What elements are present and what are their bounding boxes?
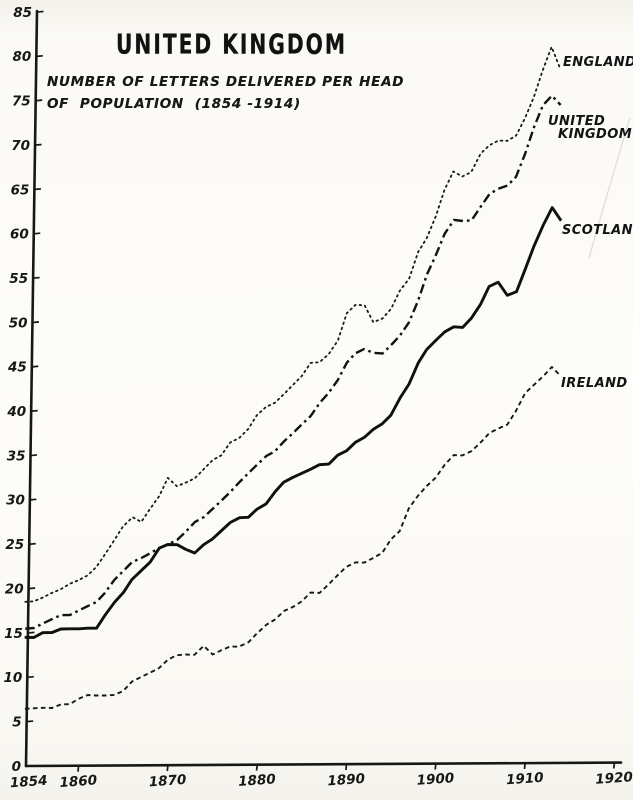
y-tick-label: 65 <box>11 182 30 198</box>
y-tick <box>36 54 43 58</box>
x-tick <box>255 764 259 771</box>
y-tick-label: 0 <box>12 759 21 775</box>
y-tick <box>27 675 34 679</box>
paper-crease <box>588 117 631 259</box>
y-tick <box>34 143 42 146</box>
y-tick-label: 10 <box>4 670 23 686</box>
y-tick <box>30 454 38 457</box>
x-tick-label: 1870 <box>148 772 187 791</box>
y-tick <box>29 542 36 546</box>
y-tick <box>31 365 39 368</box>
series-label-united-kingdom: KINGDOM <box>558 127 632 142</box>
x-tick <box>612 762 616 769</box>
y-tick <box>28 587 36 590</box>
series-line-united-kingdom <box>25 94 562 630</box>
x-tick <box>166 765 169 772</box>
y-tick-label: 60 <box>10 227 29 243</box>
y-tick-label: 45 <box>7 360 27 376</box>
x-tick-label: 1900 <box>416 770 455 789</box>
y-tick-label: 75 <box>12 94 31 110</box>
y-tick-label: 40 <box>6 404 26 420</box>
y-tick-label: 85 <box>13 5 32 21</box>
y-tick-label: 70 <box>11 138 30 154</box>
series-line-england <box>24 46 562 603</box>
x-tick-label: 1880 <box>238 771 277 790</box>
x-tick <box>523 762 526 770</box>
y-tick <box>29 498 37 501</box>
x-tick-label: 1854 <box>9 773 48 792</box>
y-tick <box>33 276 40 279</box>
y-tick <box>33 232 41 235</box>
x-tick-label: 1910 <box>506 770 545 789</box>
series-line-scotland <box>24 206 563 639</box>
series-line-ireland <box>24 366 562 710</box>
x-tick <box>345 764 348 771</box>
y-tick-label: 55 <box>9 271 28 287</box>
y-tick-label: 30 <box>6 493 25 509</box>
y-tick-label: 50 <box>9 315 28 331</box>
series-label-england: ENGLAND <box>563 55 633 70</box>
y-tick <box>31 409 38 413</box>
y-tick-label: 35 <box>7 448 26 464</box>
x-tick-label: 1860 <box>59 772 98 791</box>
y-tick <box>35 99 43 102</box>
x-tick-label: 1920 <box>595 769 633 788</box>
x-tick-label: 1890 <box>327 771 366 790</box>
y-axis <box>24 9 39 768</box>
y-tick <box>34 188 41 191</box>
y-tick <box>26 720 34 723</box>
chart-subtitle-line2: OF POPULATION (1854 -1914) <box>47 96 301 112</box>
y-tick <box>27 631 35 634</box>
y-tick <box>32 321 40 324</box>
y-tick-label: 80 <box>13 49 32 65</box>
page-title: UNITED KINGDOM <box>116 29 348 61</box>
y-tick-label: 15 <box>4 626 23 642</box>
chart-subtitle-line1: NUMBER OF LETTERS DELIVERED PER HEAD <box>47 74 405 90</box>
y-tick-label: 20 <box>5 581 24 597</box>
series-label-scotland: SCOTLAND <box>562 223 633 238</box>
x-tick <box>77 765 80 772</box>
x-tick <box>434 763 437 770</box>
y-tick <box>36 10 44 13</box>
series-label-united-kingdom: UNITED <box>548 114 605 129</box>
x-axis <box>24 761 623 768</box>
series-label-ireland: IRELAND <box>561 376 628 391</box>
y-tick-label: 5 <box>12 714 21 730</box>
y-tick-label: 25 <box>5 537 24 553</box>
